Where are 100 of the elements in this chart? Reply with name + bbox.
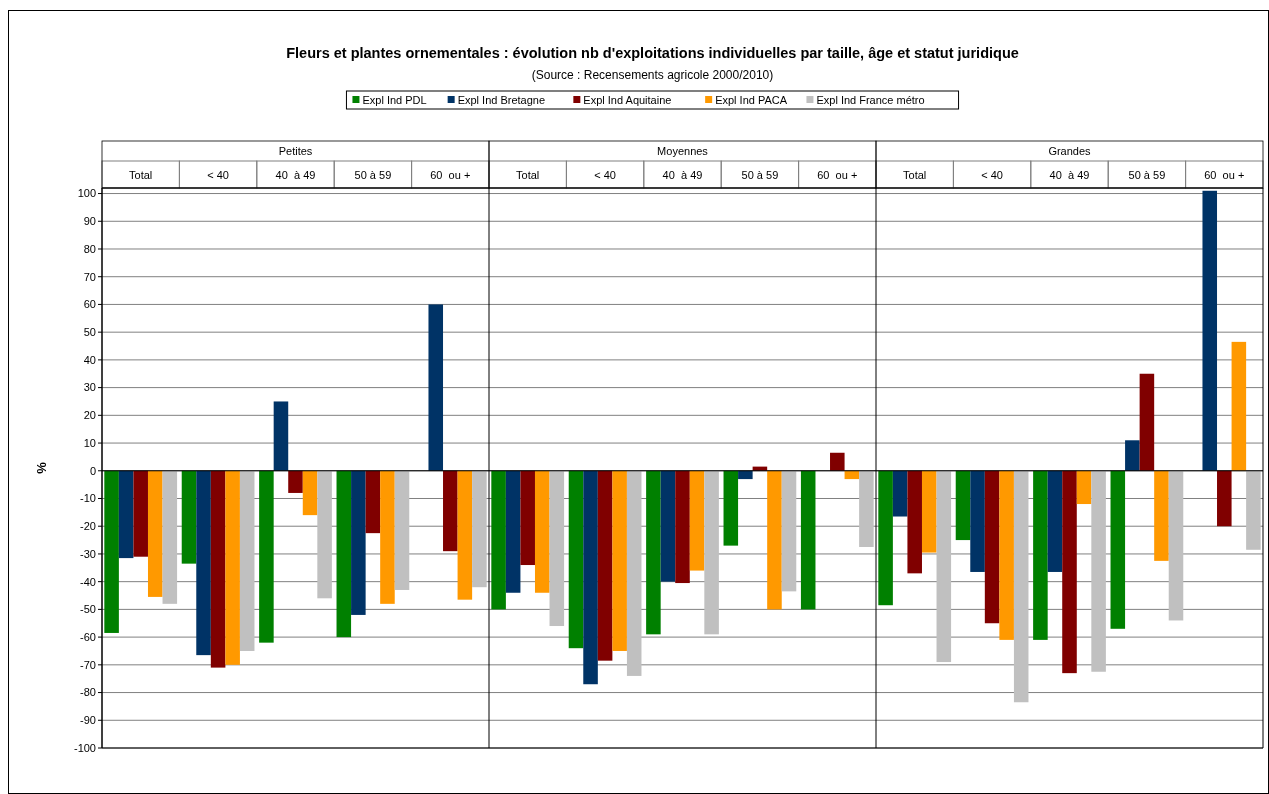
bar bbox=[1033, 470, 1048, 640]
y-tick-label: -10 bbox=[80, 492, 96, 505]
bar bbox=[210, 470, 226, 668]
bar bbox=[844, 470, 860, 480]
bar bbox=[626, 470, 642, 676]
legend-label: Expl Ind PACA bbox=[715, 93, 788, 106]
bar bbox=[704, 470, 719, 635]
x-tick-label: 50 à 59 bbox=[354, 169, 392, 181]
bar bbox=[1013, 470, 1029, 703]
y-tick-label: 70 bbox=[83, 270, 96, 283]
bar bbox=[520, 470, 535, 566]
bar bbox=[800, 470, 816, 610]
y-tick-label: 10 bbox=[83, 436, 96, 449]
y-tick-label: -30 bbox=[80, 547, 96, 560]
y-tick-label: 50 bbox=[83, 326, 96, 339]
bar bbox=[196, 470, 211, 656]
x-tick-label: < 40 bbox=[981, 169, 1003, 181]
x-tick-label: 40 à 49 bbox=[1049, 169, 1090, 181]
bar bbox=[1217, 470, 1232, 527]
bar bbox=[428, 304, 444, 471]
legend-label: Expl Ind Bretagne bbox=[457, 93, 546, 106]
bar bbox=[660, 470, 676, 582]
bar bbox=[365, 470, 381, 534]
bar bbox=[583, 470, 598, 685]
y-tick-label: -50 bbox=[80, 603, 96, 616]
bar bbox=[380, 470, 395, 604]
bar bbox=[534, 470, 550, 593]
text: Moyennes bbox=[657, 145, 709, 157]
bar bbox=[689, 470, 705, 571]
bar bbox=[675, 470, 690, 584]
bar bbox=[1231, 341, 1247, 471]
y-tick-label: -100 bbox=[73, 741, 96, 754]
bar bbox=[723, 470, 739, 546]
bar bbox=[239, 470, 255, 651]
bar bbox=[830, 452, 845, 471]
x-tick-label: Total bbox=[516, 169, 540, 181]
bar bbox=[970, 470, 985, 572]
y-tick-label: -40 bbox=[80, 575, 96, 588]
bar bbox=[133, 470, 148, 557]
bar bbox=[505, 470, 521, 593]
bar bbox=[162, 470, 178, 604]
bar bbox=[646, 470, 661, 635]
y-tick-label: 20 bbox=[83, 409, 96, 422]
bar bbox=[1246, 470, 1261, 550]
bar bbox=[351, 470, 366, 615]
bar bbox=[118, 470, 134, 559]
bar bbox=[767, 470, 782, 610]
bar bbox=[1154, 470, 1169, 561]
bar bbox=[936, 470, 952, 663]
y-tick-label: 40 bbox=[83, 353, 96, 366]
y-axis-title: % bbox=[34, 461, 49, 474]
bar bbox=[1091, 470, 1106, 672]
bar bbox=[1139, 373, 1155, 471]
bar bbox=[907, 470, 922, 574]
bar bbox=[1047, 470, 1063, 572]
x-tick-label: 60 ou + bbox=[1204, 169, 1245, 181]
bar bbox=[1062, 470, 1077, 674]
bar bbox=[892, 470, 908, 517]
bar bbox=[878, 470, 893, 606]
bar bbox=[302, 470, 318, 516]
bar bbox=[457, 470, 473, 600]
bar bbox=[859, 470, 874, 548]
bar bbox=[612, 470, 627, 651]
chart-subtitle: (Source : Recensements agricole 2000/2010) bbox=[531, 68, 774, 82]
bar bbox=[781, 470, 797, 592]
bar bbox=[597, 470, 613, 661]
bar bbox=[443, 470, 458, 552]
y-tick-label: 80 bbox=[83, 242, 96, 255]
bar bbox=[336, 470, 352, 638]
bar bbox=[259, 470, 274, 643]
bar bbox=[738, 470, 753, 480]
y-tick-label: 90 bbox=[83, 215, 96, 228]
legend-label: Expl Ind France métro bbox=[816, 93, 925, 106]
x-tick-label: Total bbox=[129, 169, 153, 181]
bar bbox=[549, 470, 565, 627]
x-tick-label: 60 ou + bbox=[430, 169, 471, 181]
bar bbox=[999, 470, 1014, 640]
y-tick-label: 100 bbox=[77, 187, 96, 200]
x-tick-label: 50 à 59 bbox=[1128, 169, 1166, 181]
bar bbox=[181, 470, 197, 564]
bar bbox=[921, 470, 937, 553]
y-tick-label: 30 bbox=[83, 381, 96, 394]
y-tick-label: -60 bbox=[80, 630, 96, 643]
chart-title: Fleurs et plantes ornementales : évolution nb d'exploitations individuelles par taille, âge et statut juridique bbox=[286, 45, 1019, 61]
x-tick-label: 40 à 49 bbox=[662, 169, 703, 181]
bar bbox=[1110, 470, 1126, 629]
bar bbox=[1076, 470, 1092, 505]
bar bbox=[104, 470, 119, 633]
bar bbox=[1202, 190, 1218, 471]
x-tick-label: 60 ou + bbox=[817, 169, 858, 181]
bar bbox=[225, 470, 240, 665]
y-tick-label: -20 bbox=[80, 520, 96, 533]
bar bbox=[394, 470, 410, 590]
x-tick-label: < 40 bbox=[594, 169, 616, 181]
bar bbox=[273, 401, 289, 471]
bar bbox=[147, 470, 163, 597]
bar bbox=[288, 470, 303, 493]
bar bbox=[472, 470, 487, 588]
bar bbox=[568, 470, 584, 649]
x-tick-label: Total bbox=[903, 169, 927, 181]
